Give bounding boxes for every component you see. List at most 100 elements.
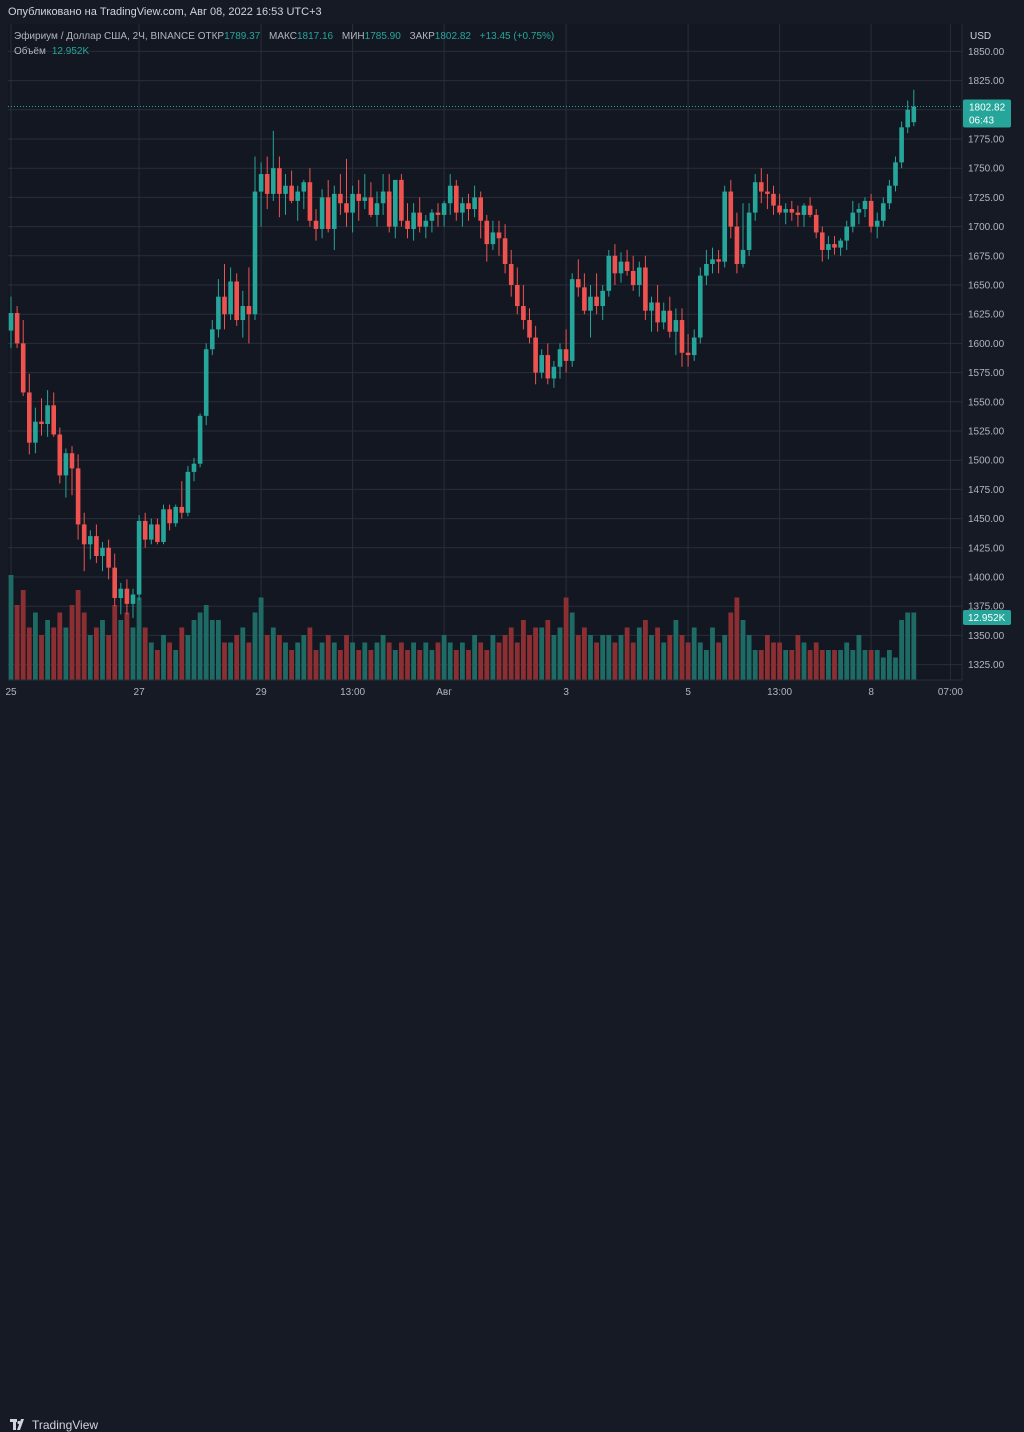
volume-bar bbox=[490, 635, 496, 680]
volume-bar bbox=[411, 642, 416, 680]
candle-body bbox=[399, 179, 404, 221]
volume-bar bbox=[423, 642, 429, 680]
countdown-value: 06:43 bbox=[969, 116, 994, 127]
candle-body bbox=[600, 290, 605, 307]
volume-bar bbox=[728, 612, 734, 680]
candle-body bbox=[765, 191, 770, 194]
candle-body bbox=[844, 226, 849, 241]
volume-bar bbox=[813, 642, 819, 680]
volume-bar bbox=[710, 627, 715, 680]
volume-bar bbox=[350, 642, 355, 680]
candle-body bbox=[850, 212, 856, 227]
high-value: 1817.16 bbox=[296, 31, 334, 42]
volume-bar bbox=[862, 650, 868, 680]
candle-body bbox=[289, 185, 294, 201]
volume-label[interactable]: Объём bbox=[14, 46, 46, 57]
volume-bar bbox=[484, 650, 490, 680]
volume-bar bbox=[740, 620, 746, 680]
chart-pane[interactable] bbox=[8, 24, 962, 680]
volume-bar bbox=[380, 635, 386, 680]
candle-body bbox=[533, 337, 538, 373]
volume-bar bbox=[527, 635, 532, 680]
volume-bar bbox=[716, 642, 721, 680]
candle-body bbox=[874, 220, 880, 227]
volume-bar bbox=[130, 627, 136, 680]
candle-body bbox=[441, 203, 447, 215]
volume-bar bbox=[295, 642, 301, 680]
volume-bar bbox=[51, 627, 57, 680]
volume-bar bbox=[14, 605, 20, 680]
y-tick-label: 1350.00 bbox=[968, 631, 1005, 642]
volume-bar bbox=[679, 635, 685, 680]
x-tick-label: 3 bbox=[563, 687, 569, 698]
candle-body bbox=[710, 259, 715, 264]
candle-body bbox=[191, 463, 197, 472]
candle-body bbox=[734, 226, 740, 264]
candle-body bbox=[405, 220, 410, 229]
y-tick-label: 1725.00 bbox=[968, 193, 1005, 204]
tradingview-icon bbox=[10, 1419, 24, 1430]
volume-bar bbox=[197, 612, 203, 680]
published-note: Опубликовано на TradingView.com, Авг 08,… bbox=[8, 6, 322, 18]
volume-bar bbox=[100, 620, 105, 680]
volume-bar bbox=[209, 620, 215, 680]
volume-bar bbox=[514, 642, 520, 680]
volume-bar bbox=[758, 650, 764, 680]
candle-body bbox=[838, 240, 843, 248]
volume-bar bbox=[704, 650, 709, 680]
volume-bar bbox=[472, 635, 477, 680]
volume-bar bbox=[356, 650, 362, 680]
symbol-name[interactable]: Эфириум / Доллар США, 2Ч, BINANCE bbox=[14, 31, 195, 42]
volume-bar bbox=[325, 635, 331, 680]
volume-bar bbox=[258, 597, 264, 680]
volume-bar bbox=[551, 635, 557, 680]
volume-bar bbox=[167, 642, 172, 680]
candle-body bbox=[417, 212, 422, 227]
candle-body bbox=[51, 405, 56, 435]
candle-body bbox=[539, 355, 544, 373]
volume-bar bbox=[447, 642, 453, 680]
candle-body bbox=[161, 509, 166, 542]
volume-bar bbox=[173, 650, 179, 680]
open-label: ОТКР bbox=[197, 31, 225, 42]
candle-body bbox=[386, 191, 392, 227]
price-badge-value: 1802.82 bbox=[969, 103, 1006, 114]
candle-body bbox=[582, 287, 587, 311]
volume-bar bbox=[893, 657, 898, 680]
volume-bar bbox=[832, 650, 837, 680]
volume-bar bbox=[417, 650, 423, 680]
x-tick-label: 5 bbox=[685, 687, 691, 698]
volume-bar bbox=[283, 642, 288, 680]
candle-body bbox=[746, 212, 752, 250]
candle-body bbox=[14, 313, 20, 344]
candle-body bbox=[228, 281, 233, 315]
y-tick-label: 1550.00 bbox=[968, 397, 1005, 408]
chart[interactable]: 1325.00 1350.00 1375.00 1400.00 1425.00 1450.… bbox=[0, 0, 1024, 706]
candle-body bbox=[94, 536, 99, 556]
x-tick-label: 13:00 bbox=[767, 687, 792, 698]
tradingview-logo[interactable]: TradingView bbox=[10, 1418, 98, 1432]
y-tick-label: 1650.00 bbox=[968, 281, 1005, 292]
y-tick-label: 1425.00 bbox=[968, 543, 1005, 554]
volume-bar bbox=[289, 650, 294, 680]
candle-body bbox=[478, 197, 483, 221]
volume-badge bbox=[963, 610, 1011, 625]
candle-body bbox=[39, 421, 44, 424]
y-tick-label: 1450.00 bbox=[968, 514, 1005, 525]
volume-bar bbox=[392, 650, 398, 680]
volume-bar bbox=[612, 642, 618, 680]
candle-body bbox=[813, 214, 819, 233]
candle-body bbox=[496, 232, 502, 239]
volume-bar bbox=[630, 642, 636, 680]
volume-bar bbox=[838, 650, 843, 680]
candle-body bbox=[356, 193, 361, 201]
candle-body bbox=[118, 588, 124, 599]
candle-body bbox=[661, 310, 666, 323]
volume-bar bbox=[575, 635, 581, 680]
volume-bar bbox=[618, 635, 624, 680]
candle-body bbox=[545, 355, 551, 379]
candle-body bbox=[33, 421, 38, 443]
volume-bar bbox=[752, 650, 758, 680]
candle-body bbox=[106, 547, 111, 568]
currency-label[interactable]: USD bbox=[970, 31, 992, 42]
